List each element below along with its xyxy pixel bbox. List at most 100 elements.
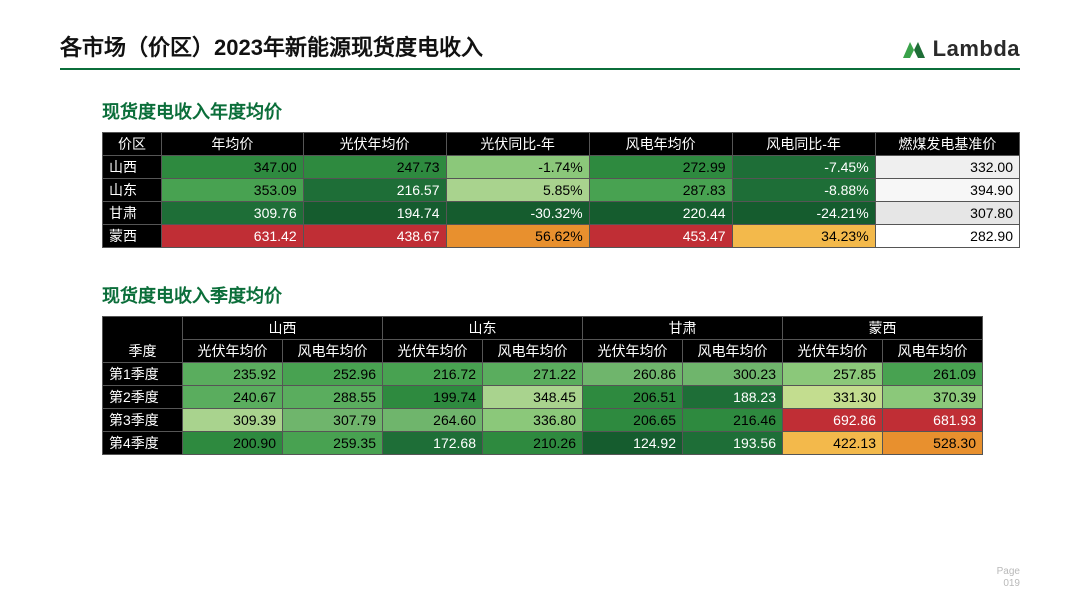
data-cell: 300.23: [683, 363, 783, 386]
col-header: 价区: [103, 133, 162, 156]
data-cell: 692.86: [783, 409, 883, 432]
table-row: 山西347.00247.73-1.74%272.99-7.45%332.00: [103, 156, 1020, 179]
header: 各市场（价区）2023年新能源现货度电收入 Lambda: [60, 30, 1020, 70]
data-cell: 309.39: [183, 409, 283, 432]
col-header: 风电同比-年: [732, 133, 875, 156]
row-header: 第3季度: [103, 409, 183, 432]
sub-header: 光伏年均价: [583, 340, 683, 363]
table-row: 山东353.09216.575.85%287.83-8.88%394.90: [103, 179, 1020, 202]
data-cell: 194.74: [303, 202, 446, 225]
section2-title: 现货度电收入季度均价: [102, 282, 1020, 308]
data-cell: 220.44: [589, 202, 732, 225]
data-cell: 34.23%: [732, 225, 875, 248]
data-cell: 370.39: [883, 386, 983, 409]
data-cell: -1.74%: [446, 156, 589, 179]
data-cell: 422.13: [783, 432, 883, 455]
data-cell: 259.35: [283, 432, 383, 455]
annual-price-table: 价区年均价光伏年均价光伏同比-年风电年均价风电同比-年燃煤发电基准价山西347.…: [102, 132, 1020, 248]
region-header: 山西: [183, 317, 383, 340]
data-cell: 247.73: [303, 156, 446, 179]
quarterly-price-table: 季度山西山东甘肃蒙西光伏年均价风电年均价光伏年均价风电年均价光伏年均价风电年均价…: [102, 316, 983, 455]
sub-header: 光伏年均价: [383, 340, 483, 363]
page-footer: Page 019: [997, 566, 1020, 590]
col-header: 光伏年均价: [303, 133, 446, 156]
data-cell: 307.80: [875, 202, 1019, 225]
data-cell: 272.99: [589, 156, 732, 179]
data-cell: 271.22: [483, 363, 583, 386]
table-row: 蒙西631.42438.6756.62%453.4734.23%282.90: [103, 225, 1020, 248]
data-cell: 394.90: [875, 179, 1019, 202]
data-cell: 282.90: [875, 225, 1019, 248]
table-row: 第3季度309.39307.79264.60336.80206.65216.46…: [103, 409, 983, 432]
data-cell: -24.21%: [732, 202, 875, 225]
data-cell: 331.30: [783, 386, 883, 409]
data-cell: 631.42: [162, 225, 304, 248]
row-header: 山西: [103, 156, 162, 179]
data-cell: 681.93: [883, 409, 983, 432]
data-cell: 210.26: [483, 432, 583, 455]
sub-header: 风电年均价: [283, 340, 383, 363]
data-cell: 240.67: [183, 386, 283, 409]
data-cell: 56.62%: [446, 225, 589, 248]
data-cell: 216.46: [683, 409, 783, 432]
data-cell: 252.96: [283, 363, 383, 386]
data-cell: 216.57: [303, 179, 446, 202]
data-cell: 257.85: [783, 363, 883, 386]
col-header: 光伏同比-年: [446, 133, 589, 156]
sub-header: 风电年均价: [483, 340, 583, 363]
data-cell: 347.00: [162, 156, 304, 179]
sub-header: 光伏年均价: [183, 340, 283, 363]
logo-text: Lambda: [933, 36, 1020, 62]
row-header: 蒙西: [103, 225, 162, 248]
data-cell: 307.79: [283, 409, 383, 432]
blank-header: 季度: [103, 317, 183, 363]
region-header: 山东: [383, 317, 583, 340]
data-cell: 124.92: [583, 432, 683, 455]
data-cell: 288.55: [283, 386, 383, 409]
data-cell: 206.51: [583, 386, 683, 409]
col-header: 燃煤发电基准价: [875, 133, 1019, 156]
table-row: 甘肃309.76194.74-30.32%220.44-24.21%307.80: [103, 202, 1020, 225]
data-cell: 336.80: [483, 409, 583, 432]
row-header: 甘肃: [103, 202, 162, 225]
data-cell: 287.83: [589, 179, 732, 202]
row-header: 山东: [103, 179, 162, 202]
data-cell: -7.45%: [732, 156, 875, 179]
data-cell: 5.85%: [446, 179, 589, 202]
region-header: 蒙西: [783, 317, 983, 340]
data-cell: -8.88%: [732, 179, 875, 202]
data-cell: 453.47: [589, 225, 732, 248]
data-cell: 264.60: [383, 409, 483, 432]
data-cell: 188.23: [683, 386, 783, 409]
sub-header: 光伏年均价: [783, 340, 883, 363]
region-header: 甘肃: [583, 317, 783, 340]
footer-page: 019: [997, 578, 1020, 590]
data-cell: 348.45: [483, 386, 583, 409]
data-cell: 216.72: [383, 363, 483, 386]
sub-header: 风电年均价: [683, 340, 783, 363]
section1-title: 现货度电收入年度均价: [102, 98, 1020, 124]
data-cell: 193.56: [683, 432, 783, 455]
data-cell: 206.65: [583, 409, 683, 432]
table-row: 第1季度235.92252.96216.72271.22260.86300.23…: [103, 363, 983, 386]
data-cell: 260.86: [583, 363, 683, 386]
sub-header: 风电年均价: [883, 340, 983, 363]
footer-label: Page: [997, 566, 1020, 578]
col-header: 年均价: [162, 133, 304, 156]
col-header: 风电年均价: [589, 133, 732, 156]
data-cell: -30.32%: [446, 202, 589, 225]
table-row: 第2季度240.67288.55199.74348.45206.51188.23…: [103, 386, 983, 409]
data-cell: 528.30: [883, 432, 983, 455]
row-header: 第1季度: [103, 363, 183, 386]
data-cell: 332.00: [875, 156, 1019, 179]
table-row: 第4季度200.90259.35172.68210.26124.92193.56…: [103, 432, 983, 455]
data-cell: 309.76: [162, 202, 304, 225]
data-cell: 353.09: [162, 179, 304, 202]
logo: Lambda: [901, 36, 1020, 62]
lambda-icon: [901, 38, 927, 60]
page-title: 各市场（价区）2023年新能源现货度电收入: [60, 30, 483, 62]
data-cell: 235.92: [183, 363, 283, 386]
row-header: 第2季度: [103, 386, 183, 409]
data-cell: 200.90: [183, 432, 283, 455]
data-cell: 261.09: [883, 363, 983, 386]
